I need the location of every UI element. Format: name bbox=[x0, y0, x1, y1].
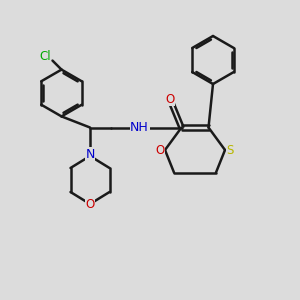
Text: S: S bbox=[227, 143, 234, 157]
Text: NH: NH bbox=[130, 121, 149, 134]
Text: O: O bbox=[155, 143, 164, 157]
Text: O: O bbox=[165, 92, 174, 106]
Text: N: N bbox=[85, 148, 95, 161]
Text: Cl: Cl bbox=[39, 50, 51, 63]
Text: O: O bbox=[85, 197, 94, 211]
